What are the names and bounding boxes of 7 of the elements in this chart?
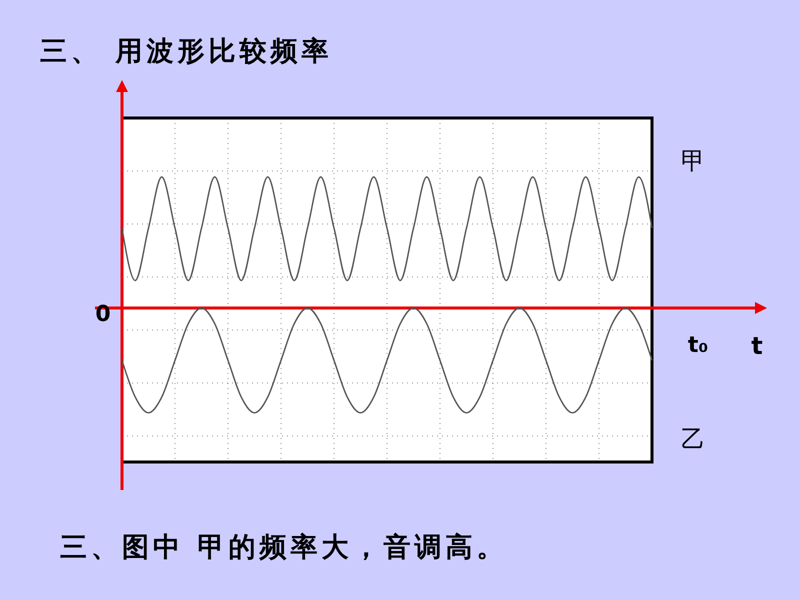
chart-title: 三、 用波形比较频率 xyxy=(40,36,332,67)
text: 三、图中 甲的频率大，音调高。 xyxy=(60,532,508,563)
text: 乙 xyxy=(681,424,705,453)
text: 0 xyxy=(95,302,111,327)
x-axis-title: t xyxy=(751,332,763,360)
series-label: 甲 xyxy=(681,147,705,175)
text: t₀ xyxy=(688,333,708,358)
